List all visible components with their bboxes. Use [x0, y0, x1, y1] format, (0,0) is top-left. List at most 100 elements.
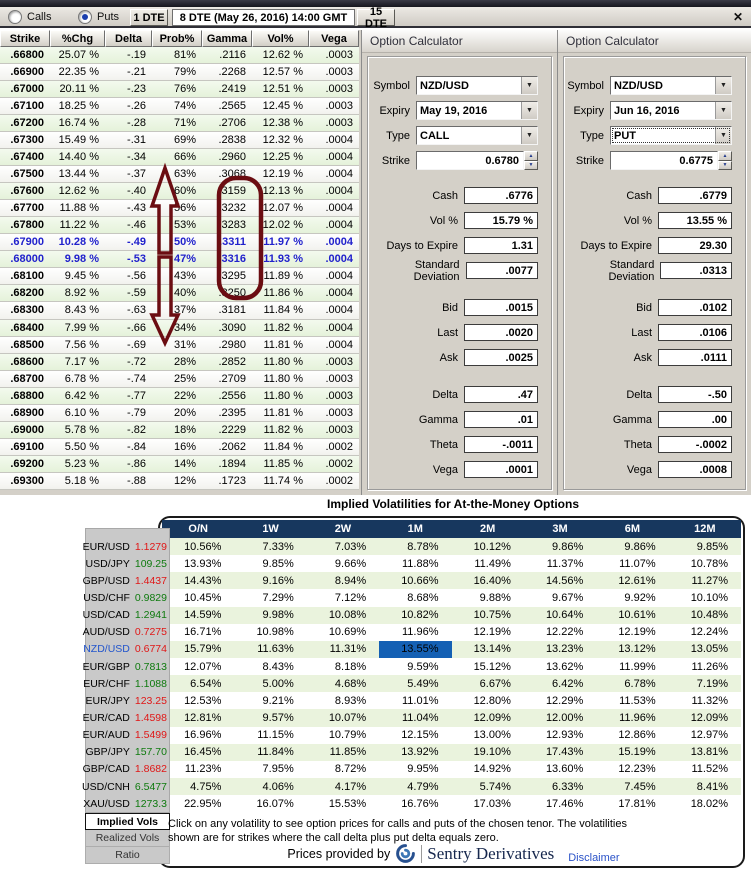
vol-cell-usd-cad-3m[interactable]: 10.64%: [545, 609, 584, 622]
vol-cell-eur-gbp-2w[interactable]: 8.18%: [334, 660, 367, 673]
vol-cell-usd-chf-3m[interactable]: 9.67%: [552, 591, 584, 604]
chain-header-vol[interactable]: Vol%: [252, 30, 309, 47]
vol-cell-eur-aud-1w[interactable]: 11.15%: [257, 729, 294, 742]
vol-cell-eur-aud-12m[interactable]: 12.97%: [690, 729, 728, 742]
vol-cell-eur-aud-3m[interactable]: 12.93%: [545, 729, 584, 742]
vol-cell-aud-usd-o-n[interactable]: 16.71%: [184, 626, 222, 639]
pair-item-eur-gbp[interactable]: EUR/GBP 0.7813: [83, 658, 170, 675]
vol-cell-gbp-cad-12m[interactable]: 11.52%: [691, 763, 729, 776]
tenor-header-3m[interactable]: 3M: [552, 523, 568, 535]
vol-cell-eur-gbp-o-n[interactable]: 12.07%: [184, 660, 222, 673]
chain-row-67000[interactable]: .67000 20.11 % -.23 76% .2419 12.51 % .0003: [0, 81, 359, 99]
pair-item-xau-usd[interactable]: XAU/USD 1273.3: [83, 795, 170, 812]
vol-cell-eur-usd-2m[interactable]: 10.12%: [473, 540, 511, 553]
chain-row-67900[interactable]: .67900 10.28 % -.49 50% .3311 11.97 % .0004: [0, 234, 359, 252]
vol-cell-gbp-usd-12m[interactable]: 11.27%: [691, 574, 729, 587]
vol-cell-gbp-cad-2w[interactable]: 8.72%: [334, 763, 367, 776]
tenor-header-1w[interactable]: 1W: [262, 523, 279, 535]
vol-cell-xau-usd-1w[interactable]: 16.07%: [256, 797, 294, 810]
vol-cell-eur-usd-o-n[interactable]: 10.56%: [184, 540, 222, 553]
chain-header-vega[interactable]: Vega: [309, 30, 359, 47]
pair-item-gbp-usd[interactable]: GBP/USD 1.4437: [83, 572, 170, 589]
vol-cell-aud-usd-1m[interactable]: 11.96%: [402, 626, 439, 639]
vol-cell-xau-usd-12m[interactable]: 18.02%: [690, 797, 728, 810]
vol-cell-eur-aud-2m[interactable]: 13.00%: [473, 729, 511, 742]
chain-row-69000[interactable]: .69000 5.78 % -.82 18% .2229 11.82 % .0003: [0, 421, 359, 439]
stepper-buttons[interactable]: ▲ ▼: [718, 151, 732, 170]
pair-item-nzd-usd[interactable]: NZD/USD 0.6774: [83, 641, 170, 658]
radio-selected-icon[interactable]: [78, 10, 92, 24]
chain-row-66800[interactable]: .66800 25.07 % -.19 81% .2116 12.62 % .0003: [0, 47, 359, 65]
vol-cell-eur-usd-1w[interactable]: 7.33%: [262, 540, 294, 553]
vol-cell-xau-usd-1m[interactable]: 16.76%: [401, 797, 439, 810]
chain-row-67800[interactable]: .67800 11.22 % -.46 53% .3283 12.02 % .0004: [0, 217, 359, 235]
vol-cell-gbp-jpy-2m[interactable]: 19.10%: [473, 746, 511, 759]
vol-cell-usd-jpy-2w[interactable]: 9.66%: [334, 557, 367, 570]
vol-cell-eur-jpy-2w[interactable]: 8.93%: [334, 694, 367, 707]
type-select[interactable]: PUT ▼: [610, 126, 732, 145]
vol-cell-usd-cnh-2w[interactable]: 4.17%: [334, 780, 367, 793]
vol-cell-eur-cad-o-n[interactable]: 12.81%: [184, 711, 222, 724]
chain-row-67200[interactable]: .67200 16.74 % -.28 71% .2706 12.38 % .0003: [0, 115, 359, 133]
chain-row-68800[interactable]: .68800 6.42 % -.77 22% .2556 11.80 % .0003: [0, 387, 359, 405]
tab-ratio[interactable]: Ratio: [85, 847, 170, 864]
chain-row-68100[interactable]: .68100 9.45 % -.56 43% .3295 11.89 % .0004: [0, 268, 359, 286]
vol-cell-nzd-usd-1w[interactable]: 11.63%: [257, 643, 294, 656]
vol-cell-usd-cnh-2m[interactable]: 5.74%: [479, 780, 511, 793]
vol-cell-gbp-jpy-o-n[interactable]: 16.45%: [184, 746, 222, 759]
vol-cell-eur-chf-6m[interactable]: 6.78%: [624, 677, 656, 690]
chain-row-69300[interactable]: .69300 5.18 % -.88 12% .1723 11.74 % .0002: [0, 472, 359, 490]
chain-row-68500[interactable]: .68500 7.56 % -.69 31% .2980 11.81 % .0004: [0, 336, 359, 354]
vol-cell-usd-cnh-1w[interactable]: 4.06%: [262, 780, 294, 793]
vol-cell-usd-cad-1w[interactable]: 9.98%: [262, 609, 294, 622]
puts-radio[interactable]: Puts: [78, 10, 119, 24]
symbol-select[interactable]: NZD/USD ▼: [610, 76, 732, 95]
vol-cell-eur-jpy-1m[interactable]: 11.01%: [402, 694, 439, 707]
vol-cell-eur-chf-o-n[interactable]: 6.54%: [190, 677, 222, 690]
vol-cell-eur-gbp-2m[interactable]: 15.12%: [473, 660, 511, 673]
chain-header-strike[interactable]: Strike: [0, 30, 50, 47]
vol-cell-usd-chf-6m[interactable]: 9.92%: [624, 591, 656, 604]
vol-cell-usd-cad-1m[interactable]: 10.82%: [401, 609, 439, 622]
pair-item-aud-usd[interactable]: AUD/USD 0.7275: [83, 624, 170, 641]
chain-row-67400[interactable]: .67400 14.40 % -.34 66% .2960 12.25 % .0004: [0, 149, 359, 167]
strike-value[interactable]: 0.6775: [610, 151, 718, 170]
chain-row-69100[interactable]: .69100 5.50 % -.84 16% .2062 11.84 % .0002: [0, 438, 359, 456]
vol-cell-usd-jpy-o-n[interactable]: 13.93%: [184, 557, 222, 570]
arrow-up-icon[interactable]: ▲: [524, 151, 538, 161]
vol-cell-gbp-jpy-1m[interactable]: 13.92%: [401, 746, 439, 759]
vol-cell-eur-jpy-o-n[interactable]: 12.53%: [184, 694, 222, 707]
chain-header-delta[interactable]: Delta: [105, 30, 152, 47]
chevron-down-icon[interactable]: ▼: [715, 127, 731, 144]
vol-cell-aud-usd-1w[interactable]: 10.98%: [256, 626, 294, 639]
chevron-down-icon[interactable]: ▼: [715, 102, 731, 119]
expiry-select[interactable]: Jun 16, 2016 ▼: [610, 101, 732, 120]
vol-cell-gbp-cad-1w[interactable]: 7.95%: [262, 763, 294, 776]
vol-cell-gbp-cad-1m[interactable]: 9.95%: [407, 763, 439, 776]
tenor-header-1m[interactable]: 1M: [407, 523, 423, 535]
vol-cell-usd-cnh-6m[interactable]: 7.45%: [624, 780, 656, 793]
pair-item-eur-cad[interactable]: EUR/CAD 1.4598: [83, 709, 170, 726]
chain-row-67600[interactable]: .67600 12.62 % -.40 60% .3159 12.13 % .0004: [0, 183, 359, 201]
dte-1-button[interactable]: 1 DTE: [130, 9, 168, 26]
vol-cell-gbp-cad-3m[interactable]: 13.60%: [545, 763, 584, 776]
vol-cell-eur-cad-3m[interactable]: 12.00%: [545, 711, 584, 724]
vol-cell-nzd-usd-6m[interactable]: 13.12%: [618, 643, 656, 656]
chain-row-67100[interactable]: .67100 18.25 % -.26 74% .2565 12.45 % .0003: [0, 98, 359, 116]
vol-cell-eur-usd-2w[interactable]: 7.03%: [334, 540, 367, 553]
chain-row-66900[interactable]: .66900 22.35 % -.21 79% .2268 12.57 % .0003: [0, 64, 359, 82]
vol-cell-xau-usd-6m[interactable]: 17.81%: [618, 797, 656, 810]
vol-cell-xau-usd-2w[interactable]: 15.53%: [328, 797, 367, 810]
arrow-up-icon[interactable]: ▲: [718, 151, 732, 161]
vol-cell-eur-cad-1m[interactable]: 11.04%: [402, 711, 439, 724]
vol-cell-nzd-usd-2w[interactable]: 11.31%: [329, 643, 367, 656]
vol-cell-eur-usd-1m[interactable]: 8.78%: [407, 540, 439, 553]
vol-cell-usd-cnh-1m[interactable]: 4.79%: [407, 780, 439, 793]
tenor-header-o-n[interactable]: O/N: [188, 523, 208, 535]
tab-realized-vols[interactable]: Realized Vols: [85, 830, 170, 847]
vol-cell-usd-cad-6m[interactable]: 10.61%: [618, 609, 656, 622]
vol-cell-usd-jpy-1w[interactable]: 9.85%: [262, 557, 294, 570]
pair-item-usd-cad[interactable]: USD/CAD 1.2941: [83, 607, 170, 624]
pair-item-eur-chf[interactable]: EUR/CHF 1.1088: [83, 675, 170, 692]
vol-cell-eur-usd-12m[interactable]: 9.85%: [696, 540, 728, 553]
